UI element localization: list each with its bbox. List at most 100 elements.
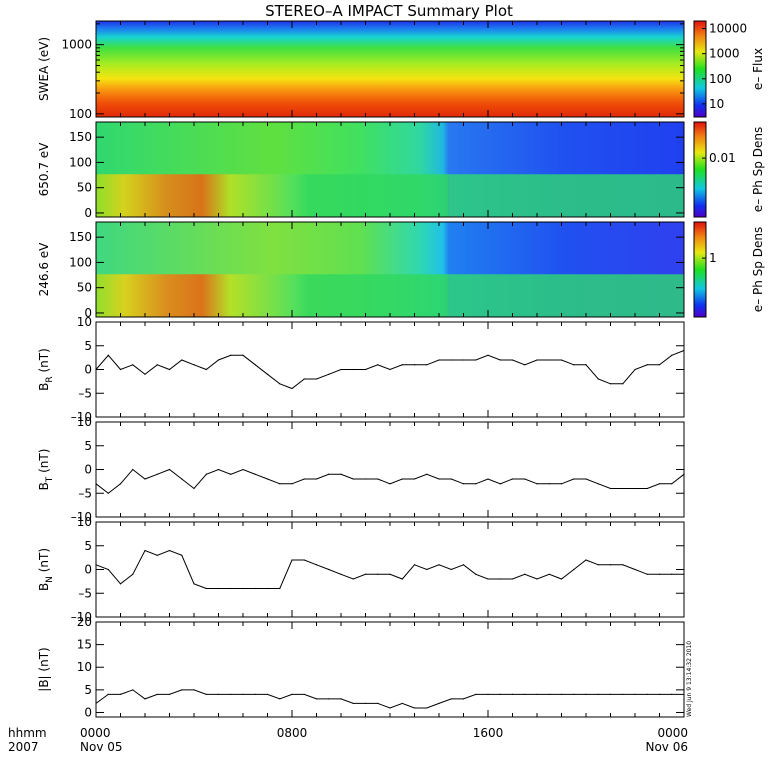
br-data-point [499, 359, 501, 361]
bmag-ytick-label: 15 [77, 638, 92, 652]
bmag-data-point [377, 702, 379, 705]
swea-ytick-label: 1000 [61, 38, 92, 52]
bt-data-point [315, 478, 318, 480]
swea-colorbar-tick-label: 10 [709, 97, 724, 111]
br-data-point [573, 364, 575, 366]
bt-data-point [181, 478, 183, 480]
bmag-data-point [364, 702, 367, 705]
br-ylabel-symbol: B [37, 383, 51, 391]
xtick-label: 1600 [473, 726, 504, 740]
bmag-series-line [95, 689, 684, 709]
xtick-label: 0800 [277, 726, 308, 740]
bn-data-point [340, 573, 342, 575]
bmag-data-point [168, 693, 171, 695]
bt-data-point [242, 468, 244, 471]
bt-data-point [438, 478, 440, 480]
bmag-data-point [462, 698, 465, 700]
br-data-point [193, 364, 195, 366]
bn-data-point [450, 568, 452, 571]
br-data-point [254, 364, 256, 366]
br-data-point [475, 359, 477, 361]
bmag-data-point [413, 707, 416, 709]
bmag-data-point [475, 693, 477, 695]
bn-data-point [279, 587, 281, 590]
bn-data-point [548, 573, 550, 575]
bn-data-point [156, 554, 158, 556]
pad246-ytick-label: 0 [84, 306, 92, 320]
bmag-data-point [634, 693, 636, 695]
bmag-data-point [291, 693, 293, 695]
bn-data-point [144, 549, 146, 552]
bmag-data-point [230, 693, 232, 695]
timestamp-stamp: Wed Jun 9 13:14:32 2010 [686, 641, 693, 717]
bn-data-point [475, 573, 477, 575]
bmag-data-point [389, 707, 391, 709]
bmag-data-point [205, 693, 207, 695]
bmag-data-point [242, 693, 244, 695]
bmag-frame [95, 621, 685, 718]
bn-data-point [242, 587, 244, 590]
br-data-point [352, 368, 354, 371]
br-ylabel: BR (nT) [37, 348, 55, 391]
bn-data-point [254, 587, 256, 590]
pad650-ytick-label: 100 [69, 155, 92, 169]
bt-data-point [156, 473, 158, 475]
bn-data-point [230, 587, 232, 590]
br-data-point [462, 359, 465, 361]
bt-data-point [107, 492, 109, 494]
swea-spectrogram [96, 21, 684, 117]
bn-data-point [95, 564, 97, 566]
br-data-point [536, 359, 538, 361]
br-data-point [683, 349, 685, 352]
bn-data-point [536, 578, 538, 580]
xtick-label: 0000 [80, 726, 111, 740]
bt-data-point [132, 468, 134, 471]
bn-data-point [585, 559, 587, 561]
bmag-data-point [315, 698, 318, 700]
bt-data-point [377, 478, 379, 480]
xtick-date-label: Nov 05 [80, 740, 123, 754]
bt-data-point [401, 478, 403, 480]
bt-data-point [475, 483, 477, 485]
bt-data-point [254, 473, 256, 475]
bmag-data-point [328, 698, 330, 700]
bmag-data-point [671, 693, 673, 695]
br-data-point [413, 364, 416, 366]
bn-ytick-label: 0 [84, 563, 92, 577]
bmag-data-point [450, 698, 452, 700]
bn-data-point [389, 573, 391, 575]
bn-data-point [401, 578, 403, 580]
bmag-data-point [401, 702, 403, 705]
bn-data-point [573, 568, 575, 571]
bt-data-point [462, 483, 465, 485]
bn-data-point [205, 587, 207, 590]
bn-ylabel-subscript: N [45, 576, 55, 583]
bt-data-point [487, 478, 489, 480]
bmag-data-point [266, 693, 269, 695]
br-data-point [95, 368, 97, 371]
bt-data-point [683, 473, 685, 475]
bt-data-point [352, 478, 354, 480]
bmag-data-point [548, 693, 550, 695]
bn-data-point [181, 554, 183, 556]
bn-ylabel-symbol: B [37, 583, 51, 591]
br-data-point [622, 383, 624, 385]
br-data-point [266, 373, 269, 375]
bt-ylabel-unit: (nT) [37, 449, 51, 477]
bt-data-point [597, 483, 599, 485]
bt-data-point [389, 483, 391, 485]
bmag-ytick-label: 0 [84, 705, 92, 719]
bn-data-point [377, 573, 379, 575]
bn-data-point [683, 573, 685, 575]
bt-data-point [230, 473, 232, 475]
bmag-data-point [95, 702, 97, 705]
bmag-data-point [144, 698, 146, 700]
bmag-data-point [181, 689, 183, 691]
bn-data-point [597, 564, 599, 566]
bn-data-point [634, 568, 636, 571]
xtick-label: 0000 [657, 726, 688, 740]
bmag-data-point [132, 689, 134, 691]
bt-data-point [364, 478, 367, 480]
bmag-data-point [119, 693, 122, 695]
